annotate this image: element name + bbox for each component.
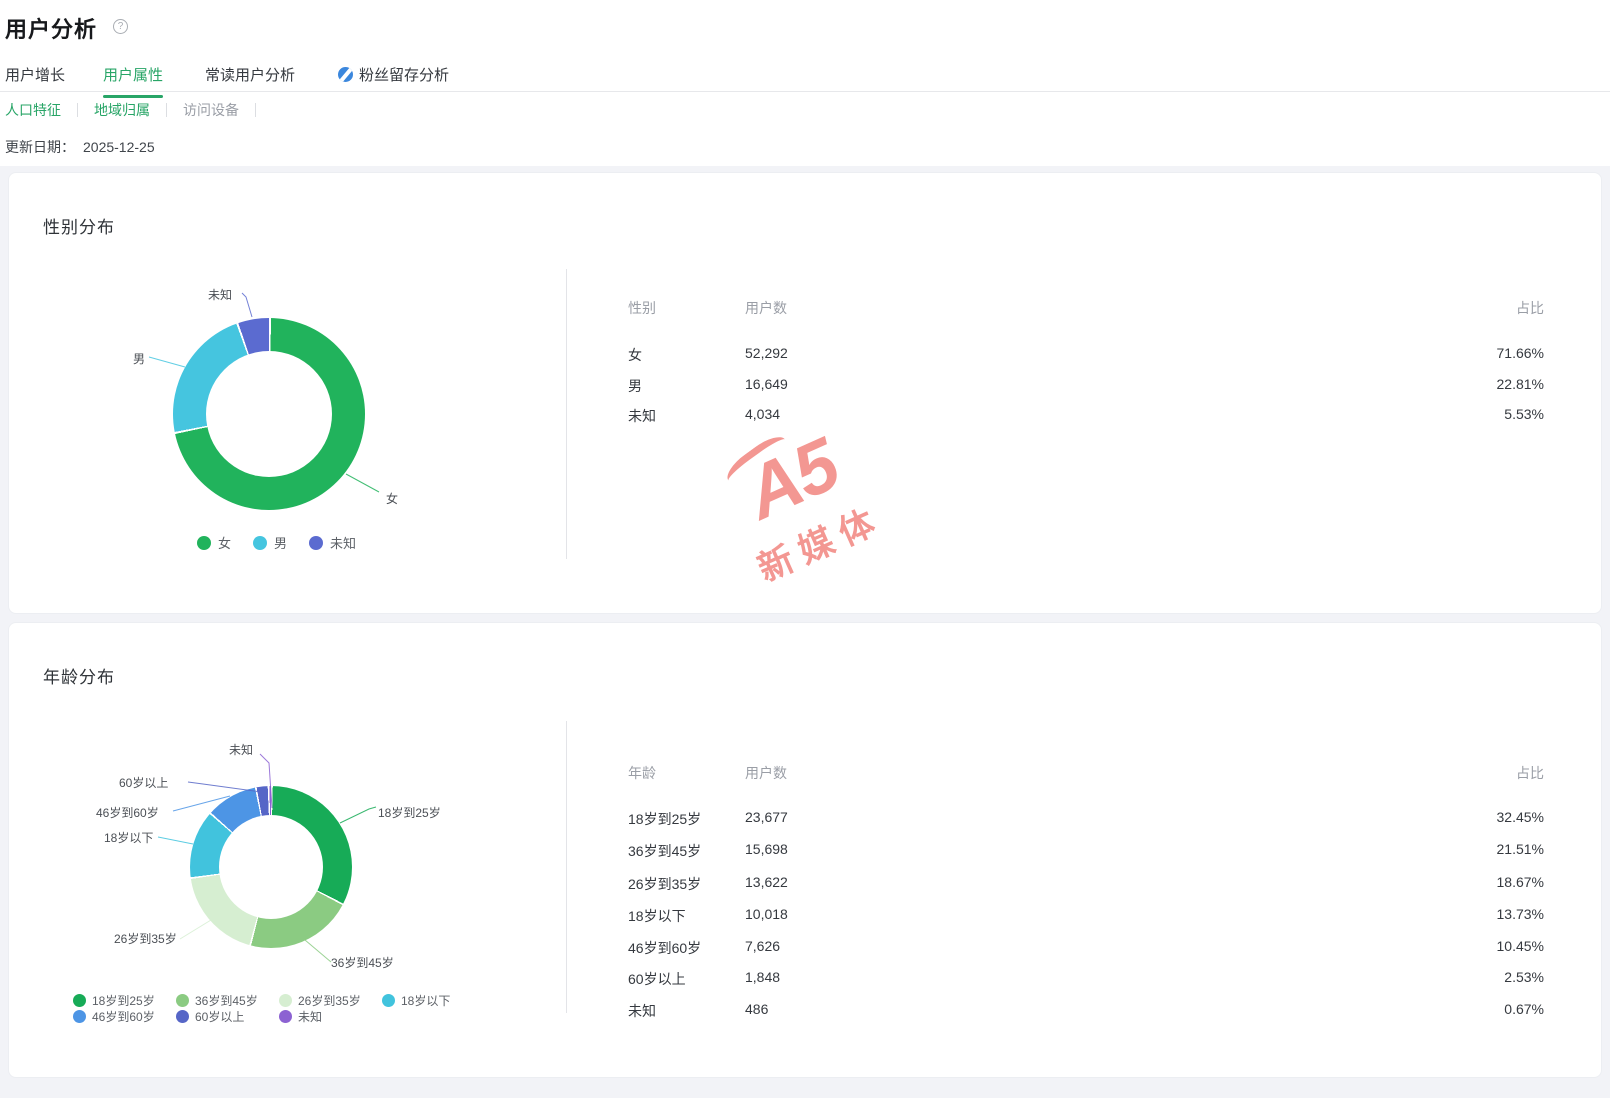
legend-item-36-45[interactable]: 36岁到45岁	[176, 992, 279, 1009]
subtab-separator	[166, 103, 167, 117]
gender-donut-chart[interactable]	[173, 318, 365, 510]
tab-fans-retention-label: 粉丝留存分析	[359, 67, 450, 84]
update-date-row: 更新日期： 2025-12-25	[5, 137, 155, 157]
age-callout-18-25: 18岁到25岁	[378, 806, 441, 820]
gender-card-title: 性别分布	[43, 218, 115, 237]
age-legend-row-1: 18岁到25岁 36岁到45岁 26岁到35岁 18岁以下	[73, 992, 450, 1009]
gender-distribution-card: 性别分布 女 男 未知 女 男 未知	[8, 172, 1602, 614]
gender-table-row: 女 52,292 71.66%	[628, 345, 1544, 363]
tab-user-growth[interactable]: 用户增长	[5, 67, 66, 84]
age-donut-chart[interactable]	[190, 786, 352, 948]
age-table-row: 60岁以上 1,848 2.53%	[628, 969, 1544, 987]
gender-card-divider	[566, 269, 567, 559]
legend-item-male[interactable]: 男	[252, 533, 287, 552]
age-callout-46-60: 46岁到60岁	[96, 806, 159, 820]
age-callout-over-60: 60岁以上	[119, 776, 169, 790]
main-tab-bar: 用户增长 用户属性 常读用户分析 粉丝留存分析	[0, 58, 1610, 98]
gender-callout-female: 女	[386, 492, 399, 506]
legend-dot-over-60	[176, 1010, 189, 1023]
page-title: 用户分析	[5, 17, 98, 42]
tab-regular-reader-analysis[interactable]: 常读用户分析	[205, 67, 296, 84]
legend-dot-male	[252, 535, 267, 550]
legend-dot-46-60	[73, 1010, 86, 1023]
age-card-divider	[566, 721, 567, 1013]
update-date-label: 更新日期：	[5, 139, 75, 155]
subtab-region[interactable]: 地域归属	[94, 102, 150, 118]
subtab-demographics[interactable]: 人口特征	[5, 102, 61, 118]
legend-item-18-25[interactable]: 18岁到25岁	[73, 992, 176, 1009]
age-card-title: 年龄分布	[43, 668, 115, 687]
legend-item-unknown[interactable]: 未知	[309, 533, 356, 552]
gender-callout-male: 男	[133, 352, 146, 366]
legend-dot-unknown-age	[279, 1010, 292, 1023]
gender-donut-hole	[206, 351, 332, 477]
age-table-row: 未知 486 0.67%	[628, 1001, 1544, 1019]
tab-user-attributes[interactable]: 用户属性	[103, 64, 164, 98]
subtab-separator	[255, 103, 256, 117]
age-callout-36-45: 36岁到45岁	[331, 956, 394, 970]
age-table-row: 36岁到45岁 15,698 21.51%	[628, 841, 1544, 859]
legend-item-46-60[interactable]: 46岁到60岁	[73, 1008, 176, 1025]
age-callout-unknown: 未知	[229, 743, 254, 757]
age-callout-26-35: 26岁到35岁	[114, 932, 177, 946]
page-header: 用户分析 ? 用户增长 用户属性 常读用户分析 粉丝留存分析 人口特征 地域归属…	[0, 0, 1610, 166]
age-table-row: 26岁到35岁 13,622 18.67%	[628, 874, 1544, 892]
legend-dot-26-35	[279, 994, 292, 1007]
gender-table-row: 男 16,649 22.81%	[628, 376, 1544, 394]
help-icon[interactable]: ?	[113, 19, 128, 34]
age-table-row: 18岁以下 10,018 13.73%	[628, 906, 1544, 924]
age-table-row: 18岁到25岁 23,677 32.45%	[628, 809, 1544, 827]
subtab-separator	[77, 103, 78, 117]
age-legend-row-2: 46岁到60岁 60岁以上 未知	[73, 1008, 322, 1025]
legend-dot-female	[196, 535, 211, 550]
legend-item-female[interactable]: 女	[196, 533, 231, 552]
legend-dot-18-25	[73, 994, 86, 1007]
legend-item-unknown-age[interactable]: 未知	[279, 1008, 322, 1025]
gender-callout-unknown: 未知	[208, 288, 233, 302]
legend-item-26-35[interactable]: 26岁到35岁	[279, 992, 382, 1009]
age-table-row: 46岁到60岁 7,626 10.45%	[628, 938, 1544, 956]
subtab-device[interactable]: 访问设备	[183, 102, 239, 118]
sub-tab-bar: 人口特征 地域归属 访问设备	[5, 100, 272, 120]
legend-item-over-60[interactable]: 60岁以上	[176, 1008, 279, 1025]
gender-legend: 女 男 未知	[9, 533, 544, 552]
update-date-value: 2025-12-25	[83, 139, 155, 155]
gender-table-header: 性别 用户数 占比	[628, 300, 1544, 316]
legend-dot-under-18	[382, 994, 395, 1007]
age-donut-hole	[219, 815, 323, 919]
legend-dot-36-45	[176, 994, 189, 1007]
legend-dot-unknown	[309, 535, 323, 550]
age-table-header: 年龄 用户数 占比	[628, 765, 1544, 781]
tab-fans-retention-analysis[interactable]: 粉丝留存分析	[338, 64, 449, 98]
legend-item-under-18[interactable]: 18岁以下	[382, 992, 450, 1009]
fans-retention-icon	[338, 67, 353, 82]
gender-table-row: 未知 4,034 5.53%	[628, 406, 1544, 424]
age-callout-under-18: 18岁以下	[104, 831, 154, 845]
age-distribution-card: 年龄分布 18岁到25岁 36岁到45岁 26岁到35岁 18岁以下 46岁到6…	[8, 622, 1602, 1078]
